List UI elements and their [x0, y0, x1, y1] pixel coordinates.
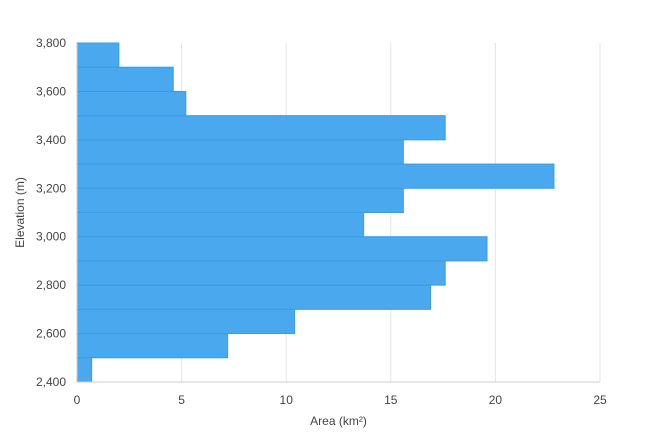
y-tick-label: 3,400	[36, 133, 66, 147]
x-tick-label: 10	[280, 393, 294, 407]
axes: 0 5 10 15 20 25 2,400 2,600 2,800 3,000 3,200 3,400…	[36, 36, 607, 407]
y-tick-label: 2,600	[36, 327, 66, 341]
y-tick-label: 3,800	[36, 36, 66, 50]
histogram-bar	[76, 66, 174, 92]
x-tick-label: 5	[178, 393, 185, 407]
histogram-bar	[76, 308, 296, 335]
bars	[76, 42, 555, 383]
y-tick-label: 2,800	[36, 278, 66, 292]
x-axis-title: Area (km²)	[310, 414, 367, 428]
histogram-bar	[76, 163, 555, 189]
x-tick-label: 25	[593, 393, 607, 407]
histogram-bar	[76, 284, 432, 310]
histogram-bar	[76, 187, 404, 214]
histogram-bar	[76, 357, 93, 383]
y-tick-label: 3,000	[36, 230, 66, 244]
x-tick-label: 20	[489, 393, 503, 407]
y-tick-label: 3,600	[36, 84, 66, 98]
histogram-bar	[76, 260, 446, 286]
histogram-bar	[76, 333, 229, 359]
y-tick-label: 2,400	[36, 375, 66, 389]
x-tick-label: 0	[74, 393, 81, 407]
histogram-bar	[76, 139, 404, 165]
histogram-bar	[76, 236, 488, 262]
histogram-bar	[76, 90, 187, 117]
x-tick-label: 15	[384, 393, 398, 407]
histogram-bar	[76, 42, 120, 68]
y-axis-title: Elevation (m)	[13, 177, 27, 248]
histogram-bar	[76, 115, 446, 141]
y-tick-label: 3,200	[36, 181, 66, 195]
histogram-bar	[76, 212, 365, 238]
